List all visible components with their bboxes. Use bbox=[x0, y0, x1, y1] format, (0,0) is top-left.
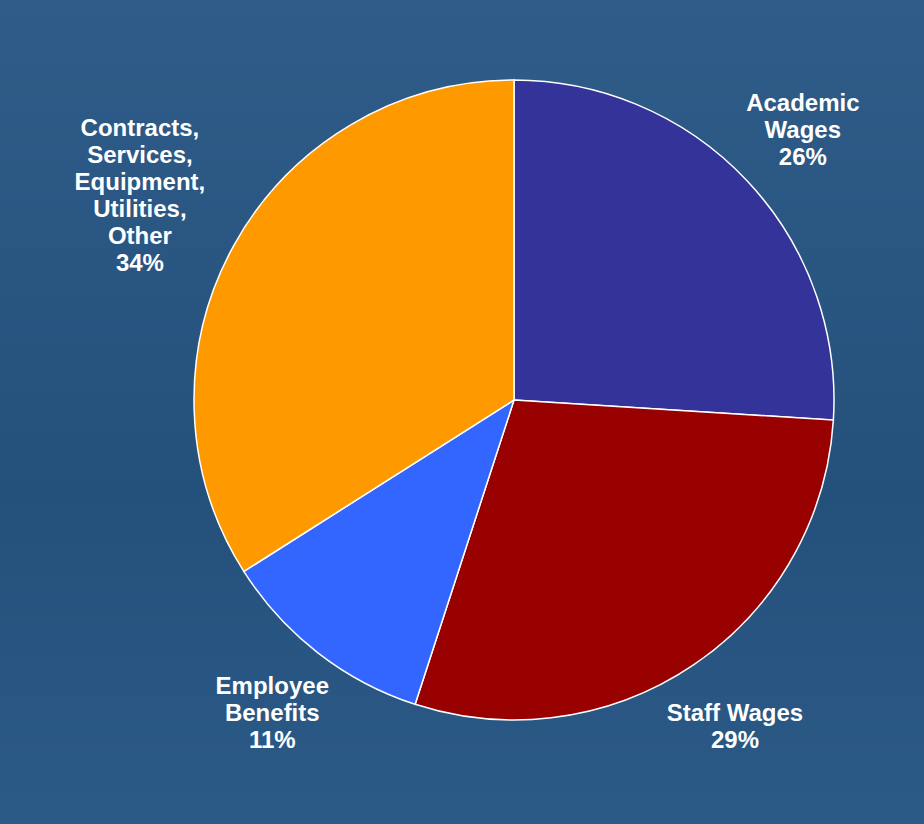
svg-text:Staff Wages29%: Staff Wages29% bbox=[667, 698, 803, 752]
svg-text:Contracts,Services,Equipment,U: Contracts,Services,Equipment,Utilities,O… bbox=[75, 113, 206, 275]
svg-text:AcademicWages26%: AcademicWages26% bbox=[746, 88, 859, 169]
svg-text:EmployeeBenefits11%: EmployeeBenefits11% bbox=[216, 671, 329, 752]
